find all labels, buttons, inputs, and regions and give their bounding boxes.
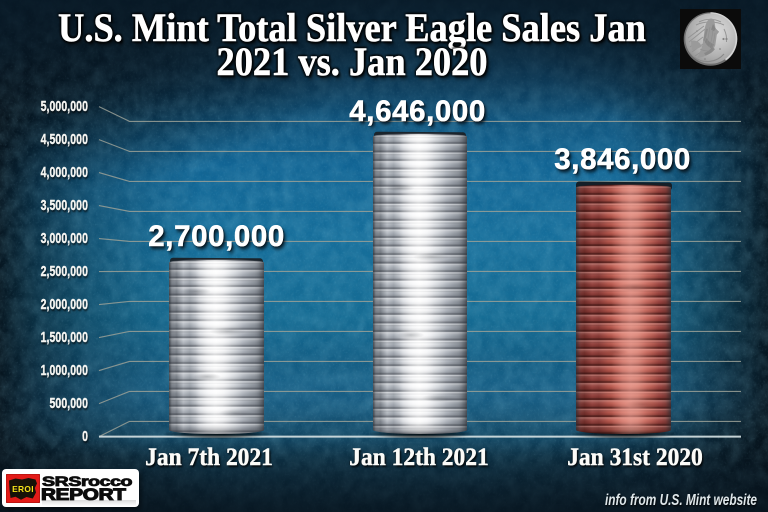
svg-text:EROI: EROI [12, 484, 34, 494]
